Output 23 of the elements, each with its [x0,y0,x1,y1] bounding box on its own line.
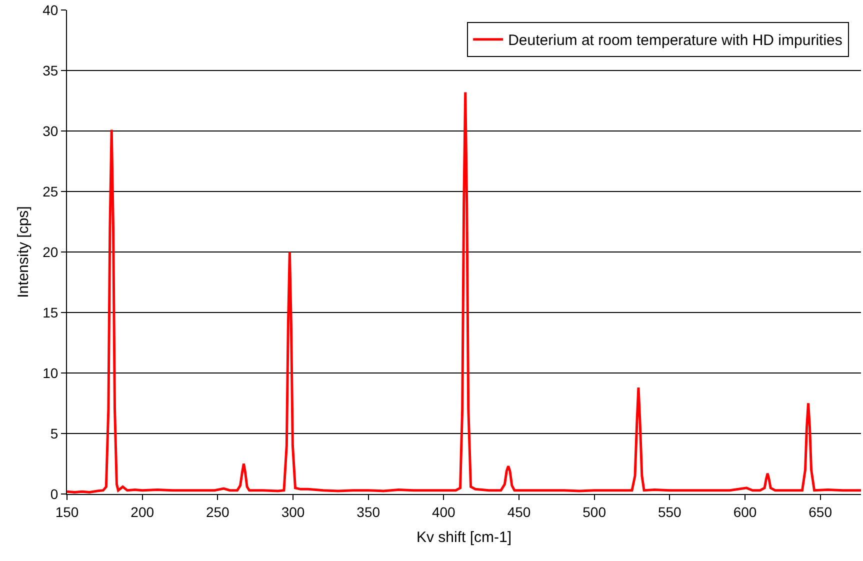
x-tick-label: 500 [582,504,606,520]
x-tick-label: 200 [130,504,154,520]
y-tick-label: 30 [42,122,58,139]
x-tick-label: 450 [507,504,531,520]
legend-label: Deuterium at room temperature with HD impurities [508,32,842,50]
x-tick-label: 650 [808,504,832,520]
y-tick-label: 10 [42,364,58,381]
x-tick-label: 600 [733,504,757,520]
x-tick-label: 400 [432,504,456,520]
x-tick-label: 550 [658,504,682,520]
y-tick-label: 15 [42,304,58,320]
y-tick-label: 20 [42,244,58,260]
y-tick-label: 0 [50,486,58,502]
x-tick-label: 350 [356,504,380,520]
x-tick-label: 150 [55,504,79,520]
y-axis-title: Intensity [cps] [14,206,32,298]
y-tick-label: 40 [42,2,58,18]
y-tick-label: 35 [42,62,58,78]
x-axis-title: Kv shift [cm-1] [416,528,512,546]
y-tick-label: 5 [50,425,58,442]
y-tick-label: 25 [42,183,58,200]
x-tick-label: 250 [206,504,230,520]
x-tick-label: 300 [281,504,305,520]
